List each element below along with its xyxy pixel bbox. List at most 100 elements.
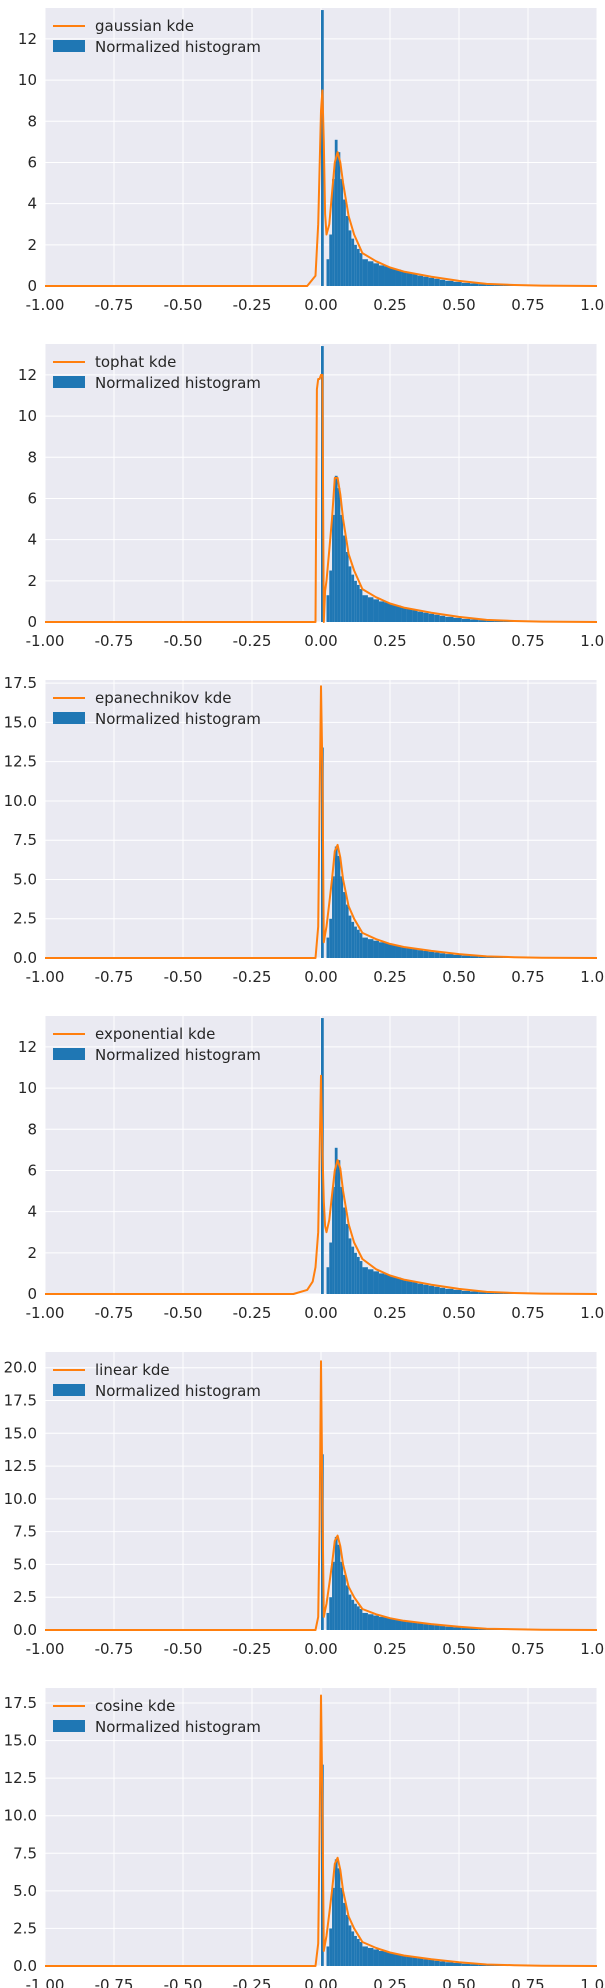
y-tick-label: 17.5 xyxy=(4,1694,37,1712)
histogram-bar xyxy=(329,1928,333,1966)
histogram-bar xyxy=(367,1947,374,1966)
histogram-bar xyxy=(461,282,471,286)
histogram-bar xyxy=(494,1292,504,1294)
y-tick-label: 10.0 xyxy=(4,792,37,810)
x-tick-label: 0.25 xyxy=(373,1640,406,1658)
histogram-bar xyxy=(401,271,407,286)
histogram-bar xyxy=(351,1931,355,1966)
histogram-bar xyxy=(351,1599,355,1630)
histogram-bar xyxy=(406,1280,413,1294)
histogram-bar xyxy=(406,608,413,622)
x-tick-label: 0.75 xyxy=(511,1976,544,1988)
histogram-bar xyxy=(478,1628,487,1630)
histogram-bar xyxy=(378,1950,385,1966)
histogram-bar xyxy=(362,595,368,622)
subplot-2: -1.00 -0.75 -0.50 -0.25 0.00 0.25 0.50 0.75 1.0 0… xyxy=(18,344,605,650)
histogram-bar xyxy=(362,1946,368,1966)
x-tick-label: -1.00 xyxy=(26,296,65,314)
legend: tophat kde Normalized histogram xyxy=(53,353,261,392)
histogram-bar xyxy=(337,1160,341,1294)
histogram-bar xyxy=(373,1271,379,1294)
x-tick-label: -0.75 xyxy=(95,1640,134,1658)
y-tick-label: 7.5 xyxy=(13,831,37,849)
y-tick-label: 4 xyxy=(27,531,37,549)
histogram-bar xyxy=(359,1261,363,1294)
y-tick-label: 12.5 xyxy=(4,753,37,771)
histogram-bar xyxy=(351,1246,355,1294)
legend-label-histogram: Normalized histogram xyxy=(95,1046,261,1064)
x-tick-label: 0.25 xyxy=(373,1976,406,1988)
y-tick-label: 0.0 xyxy=(13,949,37,967)
histogram-bar xyxy=(406,1621,413,1630)
histogram-bar xyxy=(395,605,402,622)
y-tick-label: 0 xyxy=(27,613,37,631)
histogram-bar xyxy=(326,1612,330,1630)
x-tick-label: 1.00 xyxy=(580,296,605,314)
y-tick-label: 20.0 xyxy=(4,1359,37,1377)
x-tick-label: -1.00 xyxy=(26,632,65,650)
histogram-bar xyxy=(329,570,333,622)
x-tick-label: -0.75 xyxy=(95,296,134,314)
legend-bar-swatch xyxy=(53,1048,85,1060)
y-tick-label: 17.5 xyxy=(4,1392,37,1410)
y-tick-label: 10 xyxy=(18,1079,37,1097)
histogram-bar xyxy=(337,855,341,958)
histogram-bar xyxy=(334,1859,338,1966)
histogram-bar xyxy=(362,1267,368,1294)
histogram-bar xyxy=(461,1290,471,1294)
histogram-bar xyxy=(417,275,424,286)
y-tick-label: 10.0 xyxy=(4,1490,37,1508)
histogram-bar xyxy=(343,892,346,958)
histogram-bar xyxy=(340,1887,344,1966)
histogram-bar xyxy=(373,263,379,286)
histogram-bar xyxy=(340,876,344,958)
subplot-1: -1.00 -0.75 -0.50 -0.25 0.00 0.25 0.50 0.75 1.0 0… xyxy=(18,8,605,314)
x-tick-label: -1.00 xyxy=(26,968,65,986)
histogram-bar xyxy=(470,619,479,622)
kde-line xyxy=(45,373,598,623)
histogram-bar xyxy=(445,954,454,958)
histogram-bar xyxy=(345,1914,349,1966)
histogram-bar xyxy=(378,942,385,958)
x-tick-label: 1.00 xyxy=(580,1976,605,1988)
histogram-bar xyxy=(384,943,390,958)
kde-line xyxy=(45,685,598,959)
y-tick-label: 12.5 xyxy=(4,1769,37,1787)
x-tick-label: 0.75 xyxy=(511,632,544,650)
histogram-bar xyxy=(378,1616,385,1630)
histogram-bar xyxy=(417,611,424,622)
histogram-bar xyxy=(428,951,435,958)
histogram-bar xyxy=(340,514,344,622)
y-tick-label: 17.5 xyxy=(4,674,37,692)
x-tick-label: -1.00 xyxy=(26,1304,65,1322)
histogram-bar xyxy=(478,1292,487,1294)
histogram-bar xyxy=(348,1238,352,1294)
histogram-bar xyxy=(401,1620,407,1630)
x-tick-label: 0.25 xyxy=(373,296,406,314)
legend-label-histogram: Normalized histogram xyxy=(95,1382,261,1400)
x-tick-label: 0.00 xyxy=(304,968,337,986)
histogram-bar xyxy=(384,602,390,622)
legend-label-kde: cosine kde xyxy=(95,1697,175,1715)
histogram-bar xyxy=(367,1614,374,1630)
histogram-bar xyxy=(478,1964,487,1966)
x-tick-label: 0.50 xyxy=(442,1976,475,1988)
histogram-bar xyxy=(470,1291,479,1294)
legend: exponential kde Normalized histogram xyxy=(53,1025,261,1064)
legend-label-kde: tophat kde xyxy=(95,353,176,371)
y-tick-label: 0 xyxy=(27,1285,37,1303)
x-tick-label: -0.50 xyxy=(164,1976,203,1988)
histogram-bar xyxy=(326,259,330,286)
histogram-bar xyxy=(359,1609,363,1630)
x-tick-label: 0.50 xyxy=(442,968,475,986)
histogram-bar xyxy=(428,1624,435,1630)
histogram-bar xyxy=(356,929,360,958)
legend-label-histogram: Normalized histogram xyxy=(95,38,261,56)
histogram-bar xyxy=(348,1925,352,1966)
y-tick-label: 2.5 xyxy=(13,1919,37,1937)
histogram-bar xyxy=(390,268,396,286)
x-tick-label: 0.50 xyxy=(442,1304,475,1322)
histogram-bar xyxy=(478,956,487,958)
